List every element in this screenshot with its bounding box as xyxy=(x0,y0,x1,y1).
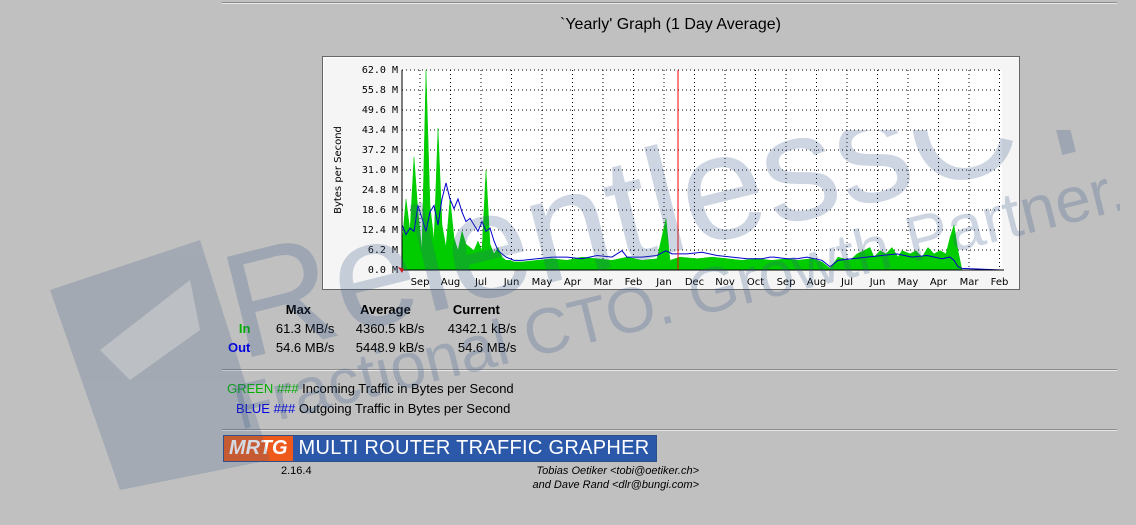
stats-header-blank xyxy=(222,300,256,319)
y-tick-label: 55.8 M xyxy=(362,85,398,96)
stats-out-average: 5448.9 kB/s xyxy=(355,340,425,355)
stats-in-max: 61.3 MB/s xyxy=(275,321,335,336)
x-tick-label: Aug xyxy=(441,277,461,288)
credits: Tobias Oetiker <tobi@oetiker.ch> and Dav… xyxy=(500,464,700,492)
y-tick-label: 31.0 M xyxy=(362,165,398,176)
x-tick-label: Nov xyxy=(715,277,735,288)
x-tick-label: Dec xyxy=(685,277,704,288)
y-tick-label: 49.6 M xyxy=(362,105,398,116)
x-tick-label: Sep xyxy=(411,277,430,288)
x-tick-label: Feb xyxy=(991,277,1009,288)
legend-green-text: Incoming Traffic in Bytes per Second xyxy=(302,381,514,396)
x-tick-label: Mar xyxy=(960,277,980,288)
x-tick-label: Jan xyxy=(655,277,671,288)
x-tick-label: Apr xyxy=(564,277,582,288)
stats-in-average: 4360.5 kB/s xyxy=(355,321,425,336)
bottom-divider xyxy=(222,429,1117,431)
middle-divider xyxy=(222,369,1117,371)
stats-header-current: Current xyxy=(452,302,500,317)
credit-line-2[interactable]: and Dave Rand <dlr@bungi.com> xyxy=(532,479,700,491)
legend-blue-text: Outgoing Traffic in Bytes per Second xyxy=(298,401,511,416)
x-tick-label: Jun xyxy=(869,277,886,288)
x-tick-label: Apr xyxy=(930,277,948,288)
stats-header-average: Average xyxy=(359,302,411,317)
x-tick-label: May xyxy=(532,277,553,288)
legend-incoming: GREEN ### Incoming Traffic in Bytes per … xyxy=(227,381,514,396)
series-incoming-area xyxy=(401,69,963,271)
stats-out-label: Out xyxy=(228,340,251,355)
x-tick-label: Mar xyxy=(594,277,614,288)
legend-outgoing: BLUE ### Outgoing Traffic in Bytes per S… xyxy=(236,401,510,416)
stats-in-current: 4342.1 kB/s xyxy=(447,321,517,336)
axis-arrow-icon xyxy=(398,267,404,273)
series-outgoing-line xyxy=(401,182,1003,271)
traffic-chart: 0.0 M 6.2 M 12.4 M 18.6 M 24.8 M 31.0 M 37.2 M… xyxy=(322,56,1020,290)
stats-out-current: 54.6 MB/s xyxy=(457,340,517,355)
y-tick-label: 37.2 M xyxy=(362,145,398,156)
y-tick-label: 12.4 M xyxy=(362,225,398,236)
y-tick-label: 0.0 M xyxy=(368,265,398,276)
x-tick-label: Sep xyxy=(777,277,796,288)
stats-row-out: Out 54.6 MB/s 5448.9 kB/s 54.6 MB/s xyxy=(222,338,522,357)
page-title: `Yearly' Graph (1 Day Average) xyxy=(560,16,781,33)
y-tick-label: 18.6 M xyxy=(362,205,398,216)
legend-green-key: GREEN ### xyxy=(227,381,299,396)
x-tick-label: Feb xyxy=(625,277,643,288)
chart-svg: 0.0 M 6.2 M 12.4 M 18.6 M 24.8 M 31.0 M 37.2 M… xyxy=(333,65,1009,288)
legend-blue-key: BLUE ### xyxy=(236,401,296,416)
stats-out-max: 54.6 MB/s xyxy=(275,340,335,355)
stats-row-in: In 61.3 MB/s 4360.5 kB/s 4342.1 kB/s xyxy=(222,319,522,338)
stats-in-label: In xyxy=(238,321,251,336)
x-tick-label: Oct xyxy=(747,277,764,288)
stats-header-row: Max Average Current xyxy=(222,300,522,319)
x-tick-label: May xyxy=(898,277,919,288)
y-tick-label: 6.2 M xyxy=(368,245,398,256)
y-tick-label: 43.4 M xyxy=(362,125,398,136)
y-axis-label: Bytes per Second xyxy=(333,126,344,214)
x-tick-label: Aug xyxy=(807,277,827,288)
mrtg-logo-text: MULTI ROUTER TRAFFIC GRAPHER xyxy=(292,436,656,461)
credit-line-1[interactable]: Tobias Oetiker <tobi@oetiker.ch> xyxy=(536,465,699,477)
y-tick-label: 62.0 M xyxy=(362,65,398,76)
top-divider xyxy=(222,2,1117,4)
mrtg-logo-mark: MRTG xyxy=(224,436,293,461)
y-tick-label: 24.8 M xyxy=(362,185,398,196)
x-tick-label: Jul xyxy=(474,277,487,288)
version-label: 2.16.4 xyxy=(281,465,312,477)
stats-header-max: Max xyxy=(285,302,312,317)
mrtg-logo[interactable]: MRTG MULTI ROUTER TRAFFIC GRAPHER xyxy=(223,435,657,462)
stats-table: Max Average Current In 61.3 MB/s 4360.5 … xyxy=(222,300,522,357)
x-tick-label: Jun xyxy=(503,277,520,288)
x-tick-label: Jul xyxy=(840,277,853,288)
